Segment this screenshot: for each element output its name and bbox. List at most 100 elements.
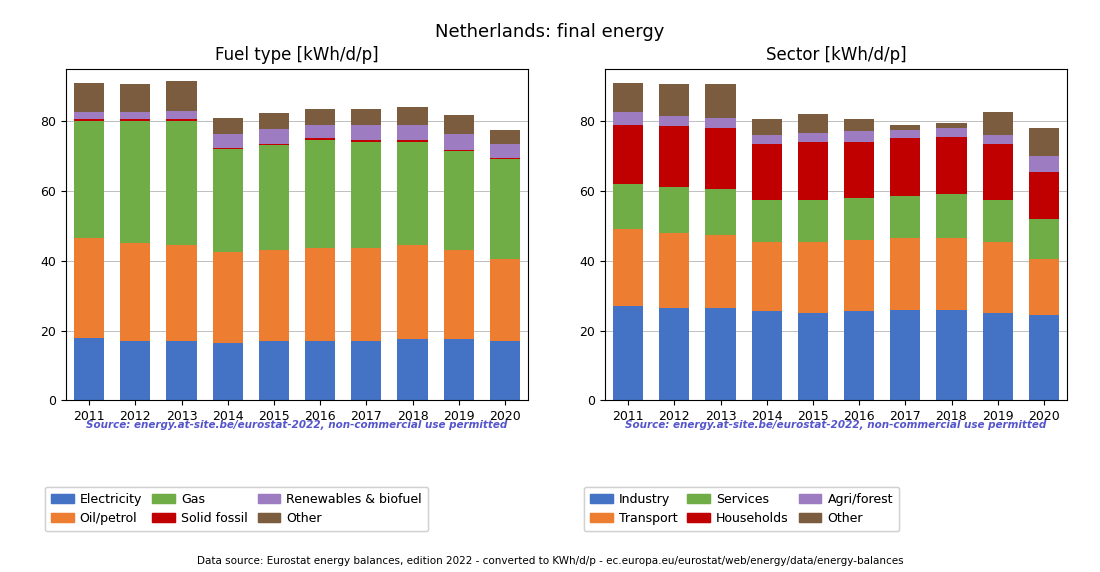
Bar [166, 341, 197, 400]
Bar [351, 109, 382, 125]
Bar [166, 110, 197, 120]
Bar [166, 245, 197, 341]
Bar [490, 259, 520, 341]
Bar [890, 238, 921, 309]
Bar [936, 128, 967, 137]
Bar [397, 245, 428, 339]
Bar [166, 120, 197, 121]
Bar [212, 252, 243, 343]
Bar [305, 109, 336, 125]
Bar [443, 134, 474, 150]
Bar [659, 308, 690, 400]
Text: Source: energy.at-site.be/eurostat-2022, non-commercial use permitted: Source: energy.at-site.be/eurostat-2022,… [87, 420, 507, 430]
Bar [659, 126, 690, 188]
Bar [798, 241, 828, 313]
Bar [705, 189, 736, 235]
Bar [351, 140, 382, 142]
Bar [120, 112, 151, 120]
Bar [751, 241, 782, 311]
Bar [305, 341, 336, 400]
Bar [982, 200, 1013, 241]
Bar [351, 248, 382, 341]
Bar [212, 118, 243, 134]
Bar [844, 198, 875, 240]
Bar [166, 121, 197, 245]
Bar [613, 125, 644, 184]
Bar [212, 134, 243, 148]
Bar [490, 341, 520, 400]
Bar [1028, 172, 1059, 219]
Bar [212, 149, 243, 252]
Bar [613, 112, 644, 125]
Bar [659, 84, 690, 116]
Bar [613, 229, 644, 306]
Bar [936, 137, 967, 194]
Bar [890, 138, 921, 196]
Bar [982, 241, 1013, 313]
Legend: Industry, Transport, Services, Households, Agri/forest, Other: Industry, Transport, Services, Household… [584, 487, 900, 531]
Bar [613, 82, 644, 112]
Bar [258, 144, 289, 145]
Bar [890, 196, 921, 238]
Bar [705, 84, 736, 117]
Bar [1028, 128, 1059, 156]
Bar [258, 129, 289, 144]
Bar [74, 337, 104, 400]
Bar [982, 313, 1013, 400]
Bar [705, 128, 736, 189]
Bar [258, 145, 289, 250]
Bar [751, 135, 782, 144]
Bar [74, 120, 104, 121]
Text: Netherlands: final energy: Netherlands: final energy [436, 23, 664, 41]
Bar [490, 144, 520, 158]
Bar [751, 200, 782, 241]
Bar [844, 311, 875, 400]
Title: Fuel type [kWh/d/p]: Fuel type [kWh/d/p] [216, 46, 378, 64]
Bar [890, 125, 921, 130]
Bar [798, 200, 828, 241]
Bar [397, 140, 428, 142]
Bar [613, 306, 644, 400]
Bar [443, 115, 474, 134]
Bar [490, 158, 520, 160]
Bar [890, 130, 921, 138]
Bar [258, 341, 289, 400]
Bar [166, 81, 197, 110]
Bar [798, 142, 828, 200]
Bar [659, 233, 690, 308]
Bar [798, 313, 828, 400]
Bar [613, 184, 644, 229]
Bar [443, 339, 474, 400]
Bar [397, 107, 428, 125]
Bar [305, 125, 336, 138]
Bar [844, 142, 875, 198]
Bar [74, 238, 104, 337]
Bar [798, 114, 828, 133]
Bar [351, 142, 382, 248]
Bar [798, 133, 828, 142]
Bar [751, 120, 782, 135]
Bar [305, 138, 336, 140]
Bar [936, 309, 967, 400]
Bar [258, 250, 289, 341]
Bar [120, 84, 151, 112]
Bar [397, 142, 428, 245]
Bar [258, 113, 289, 129]
Text: Data source: Eurostat energy balances, edition 2022 - converted to KWh/d/p - ec.: Data source: Eurostat energy balances, e… [197, 557, 903, 566]
Bar [659, 188, 690, 233]
Bar [74, 82, 104, 112]
Bar [490, 130, 520, 144]
Bar [397, 125, 428, 140]
Text: Source: energy.at-site.be/eurostat-2022, non-commercial use permitted: Source: energy.at-site.be/eurostat-2022,… [626, 420, 1046, 430]
Bar [659, 116, 690, 126]
Title: Sector [kWh/d/p]: Sector [kWh/d/p] [766, 46, 906, 64]
Bar [890, 309, 921, 400]
Bar [1028, 156, 1059, 172]
Legend: Electricity, Oil/petrol, Gas, Solid fossil, Renewables & biofuel, Other: Electricity, Oil/petrol, Gas, Solid foss… [45, 487, 428, 531]
Bar [120, 120, 151, 121]
Bar [705, 117, 736, 128]
Bar [74, 121, 104, 238]
Bar [1028, 219, 1059, 259]
Bar [443, 150, 474, 250]
Bar [844, 120, 875, 132]
